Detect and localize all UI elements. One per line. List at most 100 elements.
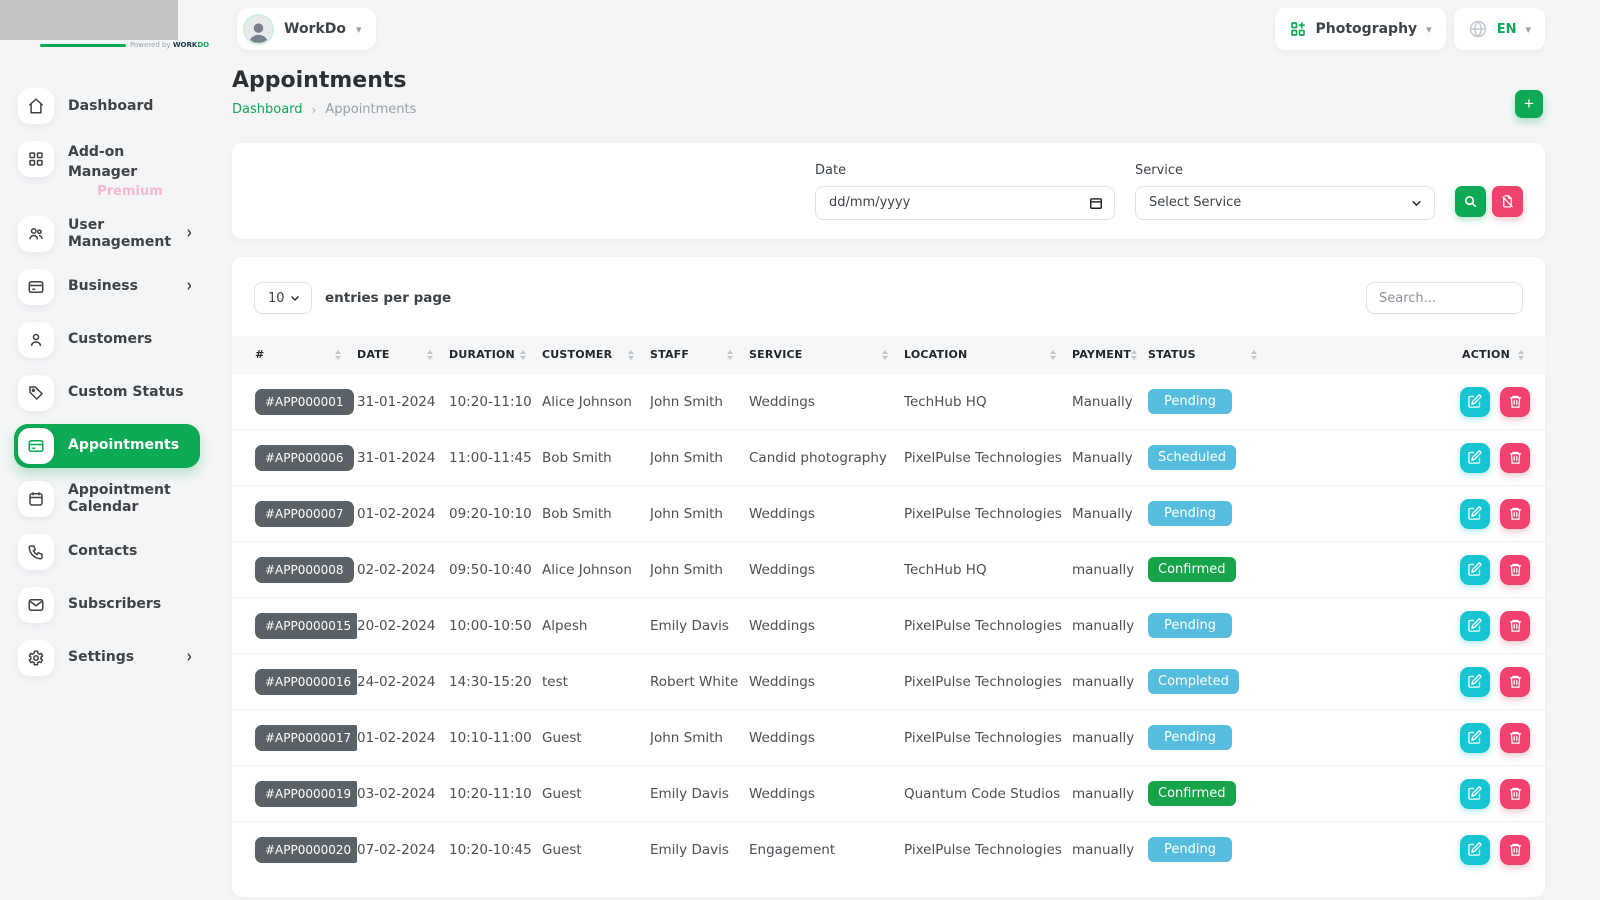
delete-button[interactable] bbox=[1500, 386, 1530, 417]
cell-customer: Alice Johnson bbox=[542, 373, 650, 430]
chevron-right-icon: › bbox=[186, 276, 192, 298]
cell-payment: manually bbox=[1072, 653, 1148, 710]
language-switcher[interactable]: EN ▾ bbox=[1453, 8, 1545, 50]
sidebar-item-dashboard[interactable]: Dashboard bbox=[14, 84, 200, 128]
cell-service: Weddings bbox=[749, 597, 904, 654]
sidebar-item-custom-status[interactable]: Custom Status bbox=[14, 371, 200, 415]
delete-button[interactable] bbox=[1500, 610, 1530, 641]
cell-service: Candid photography bbox=[749, 429, 904, 486]
edit-button[interactable] bbox=[1459, 834, 1490, 865]
trash-icon bbox=[1508, 394, 1523, 409]
sidebar-item-appointments[interactable]: Appointments bbox=[14, 423, 200, 468]
search-icon bbox=[1463, 194, 1478, 209]
chevron-down-icon bbox=[1410, 196, 1423, 209]
chevron-down-icon: ▾ bbox=[356, 22, 362, 36]
sidebar-item-settings[interactable]: Settings › bbox=[14, 636, 200, 680]
column-header-duration[interactable]: DURATION bbox=[449, 336, 542, 374]
status-badge: Pending bbox=[1148, 837, 1232, 863]
calendar-picker-icon[interactable] bbox=[1089, 196, 1103, 210]
edit-button[interactable] bbox=[1459, 498, 1490, 529]
sidebar-item-user-management[interactable]: User Management › bbox=[14, 212, 200, 256]
edit-button[interactable] bbox=[1459, 610, 1490, 641]
delete-button[interactable] bbox=[1500, 498, 1530, 529]
cell-service: Weddings bbox=[749, 709, 904, 766]
column-header-location[interactable]: LOCATION bbox=[904, 336, 1072, 374]
appointment-id-badge: #APP0000017 bbox=[255, 724, 357, 751]
sidebar-item-addon-manager[interactable]: Add-on Manager Premium bbox=[14, 137, 200, 203]
edit-button[interactable] bbox=[1459, 666, 1490, 697]
mail-icon bbox=[18, 586, 54, 623]
module-switcher[interactable]: Photography ▾ bbox=[1274, 8, 1446, 50]
cell-date: 20-02-2024 bbox=[357, 597, 449, 654]
delete-button[interactable] bbox=[1500, 778, 1530, 809]
cell-customer: Bob Smith bbox=[542, 429, 650, 486]
column-header-date[interactable]: DATE bbox=[357, 336, 449, 374]
cell-staff: John Smith bbox=[650, 429, 749, 486]
table-search-input[interactable] bbox=[1366, 282, 1523, 314]
column-header-action[interactable]: ACTION bbox=[1273, 336, 1545, 374]
module-name: Photography bbox=[1315, 21, 1418, 37]
date-input[interactable] bbox=[829, 195, 1080, 210]
sort-icon[interactable] bbox=[1050, 349, 1056, 360]
sort-icon[interactable] bbox=[427, 349, 433, 360]
delete-button[interactable] bbox=[1500, 834, 1530, 865]
clear-filter-button[interactable] bbox=[1492, 186, 1523, 217]
column-header-id[interactable]: # bbox=[232, 336, 357, 374]
gear-icon bbox=[18, 639, 54, 676]
entries-per-page-select[interactable]: 10 bbox=[254, 282, 312, 314]
sort-icon[interactable] bbox=[727, 349, 733, 360]
service-select[interactable]: Select Service bbox=[1135, 185, 1435, 220]
sort-icon[interactable] bbox=[1251, 349, 1257, 360]
cell-customer: Alpesh bbox=[542, 597, 650, 654]
cell-payment: manually bbox=[1072, 541, 1148, 598]
sidebar-item-business[interactable]: Business › bbox=[14, 265, 200, 309]
column-header-payment[interactable]: PAYMENT bbox=[1072, 336, 1148, 374]
workspace-name: WorkDo bbox=[284, 21, 347, 37]
cell-customer: test bbox=[542, 653, 650, 710]
column-header-service[interactable]: SERVICE bbox=[749, 336, 904, 374]
column-header-customer[interactable]: CUSTOMER bbox=[542, 336, 650, 374]
sort-icon[interactable] bbox=[335, 349, 341, 360]
entries-per-page-value: 10 bbox=[268, 290, 285, 306]
edit-button[interactable] bbox=[1459, 554, 1490, 585]
cell-date: 24-02-2024 bbox=[357, 653, 449, 710]
add-appointment-button[interactable]: + bbox=[1515, 90, 1543, 118]
sidebar: Powered by WORKDO Dashboard Add-on Manag… bbox=[0, 0, 215, 900]
workspace-switcher[interactable]: WorkDo ▾ bbox=[237, 8, 376, 50]
cell-staff: John Smith bbox=[650, 541, 749, 598]
cell-customer: Alice Johnson bbox=[542, 541, 650, 598]
edit-button[interactable] bbox=[1459, 386, 1490, 417]
home-icon bbox=[18, 88, 54, 124]
sort-icon[interactable] bbox=[520, 349, 526, 360]
sort-icon[interactable] bbox=[1131, 349, 1138, 360]
edit-button[interactable] bbox=[1459, 778, 1490, 809]
trash-icon bbox=[1508, 730, 1523, 745]
status-badge: Pending bbox=[1148, 725, 1232, 750]
delete-button[interactable] bbox=[1500, 666, 1530, 697]
sort-icon[interactable] bbox=[882, 349, 888, 360]
table-row: #APP000006 31-01-2024 11:00-11:45 Bob Sm… bbox=[232, 429, 1545, 486]
table-row: #APP0000020 07-02-2024 10:20-10:45 Guest… bbox=[232, 821, 1545, 878]
sidebar-item-contacts[interactable]: Contacts bbox=[14, 530, 200, 574]
appointments-table-card: 10 entries per page # DATE DURATION CUST… bbox=[232, 257, 1545, 897]
sort-icon[interactable] bbox=[628, 349, 634, 360]
delete-button[interactable] bbox=[1500, 554, 1530, 585]
trash-icon bbox=[1508, 618, 1523, 633]
delete-button[interactable] bbox=[1500, 442, 1530, 473]
cell-payment: Manually bbox=[1072, 485, 1148, 542]
column-header-staff[interactable]: STAFF bbox=[650, 336, 749, 374]
edit-button[interactable] bbox=[1459, 722, 1490, 753]
column-header-status[interactable]: STATUS bbox=[1148, 336, 1273, 374]
cell-staff: John Smith bbox=[650, 373, 749, 430]
sidebar-item-customers[interactable]: Customers bbox=[14, 318, 200, 362]
edit-button[interactable] bbox=[1459, 442, 1490, 473]
sidebar-item-subscribers[interactable]: Subscribers bbox=[14, 583, 200, 627]
apply-filter-button[interactable] bbox=[1455, 186, 1486, 217]
breadcrumb-dashboard-link[interactable]: Dashboard bbox=[232, 102, 303, 117]
date-filter-input[interactable] bbox=[815, 185, 1115, 220]
sidebar-item-label: Contacts bbox=[68, 543, 138, 560]
sidebar-item-appointment-calendar[interactable]: Appointment Calendar bbox=[14, 477, 200, 521]
delete-button[interactable] bbox=[1500, 722, 1530, 753]
appointment-id-badge: #APP0000020 bbox=[255, 836, 357, 863]
sort-icon[interactable] bbox=[1518, 349, 1524, 360]
